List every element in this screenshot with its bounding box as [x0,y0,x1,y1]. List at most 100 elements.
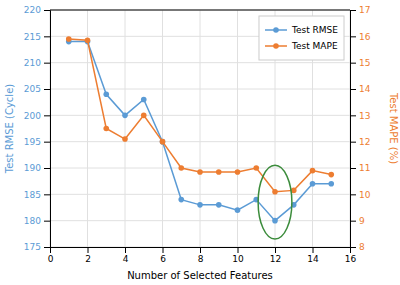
tick-label: 195 [24,137,41,147]
tick-label: 14 [307,254,319,264]
grid-line [50,141,350,142]
tick-mark [44,63,50,64]
point [66,36,72,42]
tick: 10 [232,247,244,264]
legend-label: Test MAPE [291,41,338,51]
tick: 11 [350,163,370,173]
tick-mark [44,10,50,11]
grid-line [50,115,350,116]
x-axis-title: Number of Selected Features [127,270,273,281]
tick-label: 12 [359,137,370,147]
tick-label: 6 [160,254,166,264]
tick-label: 12 [270,254,281,264]
tick-mark [350,142,356,143]
point [253,165,259,171]
axis-line [51,248,351,254]
tick-label: 8 [198,254,204,264]
legend-box [259,16,344,60]
tick-mark [350,36,356,37]
point [328,172,334,178]
point [103,91,109,97]
tick-label: 17 [359,5,370,15]
grid [50,10,350,247]
y2-axis-title: Test MAPE (%) [388,92,399,164]
tick-label: 13 [359,111,370,121]
tick: 14 [307,247,319,264]
tick-mark [44,36,50,37]
grid-line [87,10,88,247]
tick-label: 4 [123,254,129,264]
grid-line [50,10,350,11]
tick-mark [350,115,356,116]
tick-mark [125,247,126,253]
tick-label: 175 [24,242,41,252]
tick-mark [44,168,50,169]
tick: 12 [350,137,370,147]
tick-label: 10 [232,254,244,264]
x-axis: 0 2 4 6 8 10 12 14 16 [48,247,357,264]
tick: 14 [350,84,371,94]
tick: 10 [350,190,371,200]
legend-item: Test MAPE [265,41,338,51]
tick-mark [44,221,50,222]
tick: 0 [48,247,54,264]
tick-mark [44,194,50,195]
legend: Test RMSE Test MAPE [259,16,344,60]
point [272,218,278,224]
tick: 205 [24,84,50,94]
tick-label: 210 [24,58,41,68]
tick-label: 16 [345,254,357,264]
tick-label: 14 [359,84,371,94]
tick-label: 16 [359,32,371,42]
plot: 0246810121416175180185190195200205210215… [24,5,371,264]
tick: 2 [85,247,91,264]
tick: 12 [270,247,281,264]
grid-line [50,220,350,221]
tick: 210 [24,58,50,68]
tick-label: 0 [48,254,54,264]
tick-mark [350,10,356,11]
tick-mark [313,247,314,253]
tick-mark [163,247,164,253]
tick: 9 [350,216,365,226]
y-axis: 175180185190195200205210215220 [24,5,51,252]
point [197,202,203,208]
chart: 0246810121416175180185190195200205210215… [0,0,400,285]
point [141,97,147,103]
point [235,207,241,213]
tick-label: 2 [85,254,91,264]
tick: 13 [350,111,370,121]
tick-label: 9 [359,216,365,226]
tick: 15 [350,58,370,68]
tick-mark [200,247,201,253]
grid-line [50,194,350,195]
tick: 215 [24,32,50,42]
tick: 4 [123,247,129,264]
tick-label: 200 [24,111,41,121]
tick-label: 15 [359,58,370,68]
legend-label: Test RMSE [291,25,338,35]
point [197,169,203,175]
tick: 8 [350,242,365,252]
tick-mark [350,89,356,90]
tick-label: 190 [24,163,41,173]
tick: 16 [350,32,371,42]
point [216,169,222,175]
point [235,169,241,175]
point [272,189,278,195]
tick-mark [350,194,356,195]
point [122,113,128,119]
grid-line [50,168,350,169]
legend-item: Test RMSE [265,25,338,35]
tick: 180 [24,216,50,226]
point [141,113,147,119]
point [310,168,316,174]
tick: 17 [350,5,370,15]
tick: 220 [24,5,50,15]
point [160,139,166,145]
tick-label: 11 [359,163,370,173]
tick: 6 [160,247,166,264]
tick: 200 [24,111,50,121]
point [178,165,184,171]
grid-line [200,10,201,247]
